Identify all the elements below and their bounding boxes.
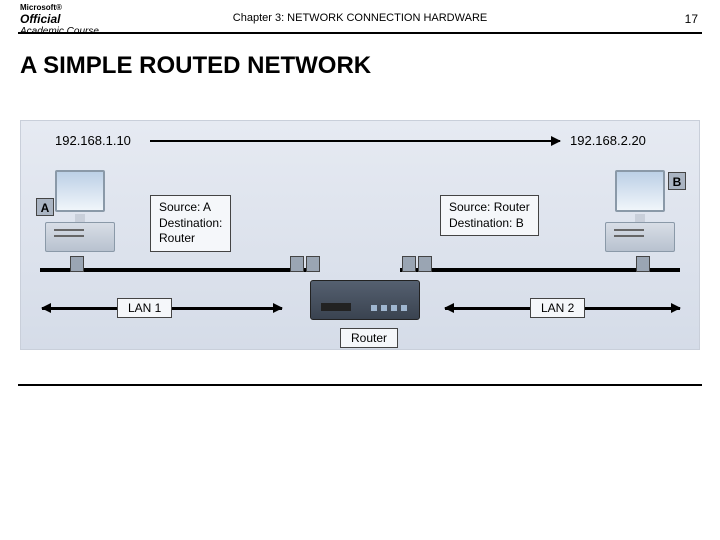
header-rule	[18, 32, 702, 34]
infobox-line: Destination: B	[449, 216, 530, 232]
flow-arrow	[150, 140, 560, 142]
infobox-line: Destination:	[159, 216, 222, 232]
page-number: 17	[685, 12, 698, 26]
footer-rule	[18, 384, 702, 386]
connector-icon	[70, 256, 84, 272]
badge-a: A	[36, 198, 54, 216]
connector-icon	[418, 256, 432, 272]
computer-b-icon	[605, 170, 675, 255]
connector-icon	[402, 256, 416, 272]
infobox-router-to-b: Source: Router Destination: B	[440, 195, 539, 236]
lan2-label: LAN 2	[530, 298, 585, 318]
slide-title: A SIMPLE ROUTED NETWORK	[20, 52, 371, 80]
lan1-label: LAN 1	[117, 298, 172, 318]
router-icon	[310, 280, 420, 320]
infobox-a-to-router: Source: A Destination: Router	[150, 195, 231, 252]
connector-icon	[636, 256, 650, 272]
chapter-title: Chapter 3: NETWORK CONNECTION HARDWARE	[0, 12, 720, 24]
infobox-line: Source: Router	[449, 200, 530, 216]
ip-b-label: 192.168.2.20	[570, 133, 646, 148]
connector-icon	[306, 256, 320, 272]
computer-a-icon	[45, 170, 115, 255]
infobox-line: Router	[159, 231, 222, 247]
connector-icon	[290, 256, 304, 272]
ip-a-label: 192.168.1.10	[55, 133, 131, 148]
infobox-line: Source: A	[159, 200, 222, 216]
badge-b: B	[668, 172, 686, 190]
router-label: Router	[340, 328, 398, 348]
slide-header: Microsoft® Official Academic Course Chap…	[0, 0, 720, 40]
